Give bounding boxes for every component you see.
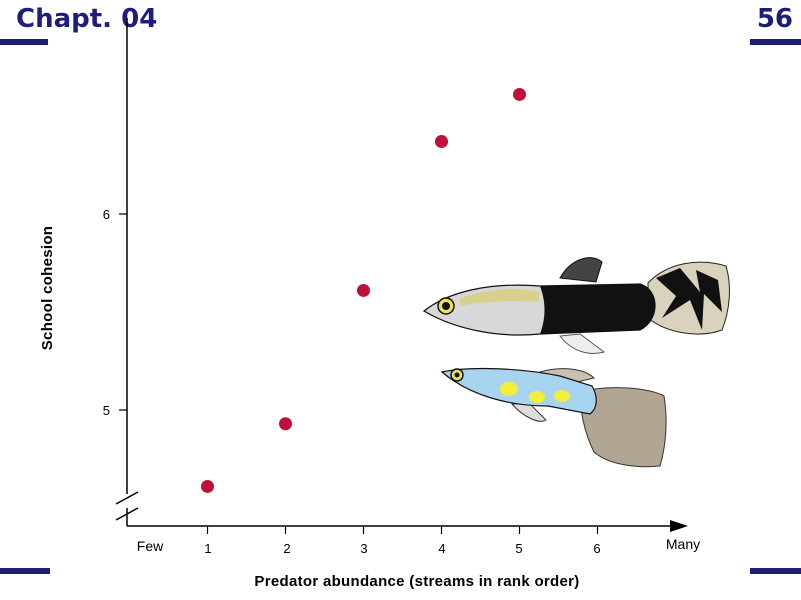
title-rule-right [750,39,801,45]
x-tick-label: 6 [593,541,600,556]
data-point [513,87,526,101]
slide-number: 56 [756,4,793,34]
data-points [201,87,526,493]
slide-title: Chapt. 04 [16,4,158,34]
bottom-guppy-illustration [440,367,667,468]
data-point [201,479,214,493]
x-tick-label: 3 [360,541,367,556]
x-axis-arrowhead [670,520,688,532]
x-tick-label: 4 [438,541,445,556]
x-tick-marks [206,526,599,534]
top-guppy-illustration [422,257,730,354]
footer-rule-left [0,568,50,574]
x-tick-label: 1 [204,541,211,556]
x-tick-labels: 1 2 3 4 5 6 [204,541,600,556]
x-axis-few-label: Few [137,538,164,554]
y-axis-title: School cohesion [39,226,56,351]
x-tick-label: 2 [283,541,290,556]
y-tick-label: 5 [103,403,110,418]
footer-rule-right [750,568,801,574]
y-tick-marks [119,213,127,411]
x-axis [127,520,688,532]
y-tick-labels: 5 6 [103,207,110,418]
data-point [357,283,370,297]
data-point [279,417,292,431]
title-rule-left [0,39,48,45]
x-axis-many-label: Many [666,536,700,552]
axis-break-mark [115,491,139,521]
x-axis-title: Predator abundance (streams in rank orde… [254,573,579,590]
y-tick-label: 6 [103,207,110,222]
x-tick-label: 5 [515,541,522,556]
data-point [435,134,448,148]
